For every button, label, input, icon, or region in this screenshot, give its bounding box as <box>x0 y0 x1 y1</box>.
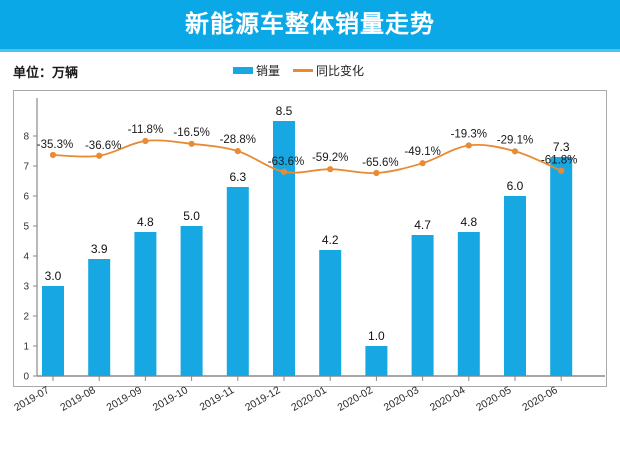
legend-item-sales[interactable]: 销量 <box>233 62 280 79</box>
x-axis: 2019-07 2019-08 2019-09 2019-10 2019-11 2019-… <box>12 375 605 414</box>
x-tick-label: 2019-07 <box>12 384 52 414</box>
x-tick-label: 2020-02 <box>336 384 376 414</box>
bar <box>273 121 295 376</box>
line-markers <box>49 137 565 177</box>
bar-value-labels: 3.0 3.9 4.8 5.0 6.3 8.5 4.2 1.0 4.7 4.8 6.0 7.3 <box>45 104 570 343</box>
legend-label-sales: 销量 <box>256 64 281 78</box>
y-tick-label: 2 <box>23 312 29 323</box>
bar-value-label: 6.0 <box>507 179 524 193</box>
unit-label: 单位：万辆 <box>13 66 79 81</box>
bar-value-label: 4.8 <box>460 215 477 229</box>
page-title: 新能源车整体销量走势 <box>185 10 435 38</box>
bar-value-label: 3.9 <box>91 242 108 256</box>
legend-line-swatch-icon <box>293 69 314 72</box>
line-value-label: -19.3% <box>451 128 487 140</box>
line-value-label: -36.6% <box>85 140 121 152</box>
x-tick-label: 2019-12 <box>243 384 283 414</box>
bar <box>411 235 434 376</box>
y-tick-label: 3 <box>23 282 29 293</box>
line-series <box>52 139 562 175</box>
line-marker <box>188 140 195 147</box>
bar-value-label: 8.5 <box>276 104 293 118</box>
bar-value-label: 3.0 <box>45 269 62 283</box>
line-marker <box>373 169 380 177</box>
line-marker <box>96 152 103 159</box>
y-axis: 0 1 2 3 4 5 6 7 8 <box>23 98 38 383</box>
y-tick-label: 1 <box>23 342 29 353</box>
bar-value-label: 4.8 <box>137 215 154 229</box>
y-tick-label: 5 <box>23 222 29 233</box>
line-value-label: -16.5% <box>173 127 209 139</box>
chart-legend: 销量 同比变化 <box>233 62 364 79</box>
x-tick-label: 2019-08 <box>58 384 98 414</box>
x-tick-label: 2020-04 <box>428 384 468 414</box>
line-marker <box>49 151 57 159</box>
bar <box>226 187 249 376</box>
legend-bar-swatch-icon <box>233 67 253 74</box>
bar-value-label: 5.0 <box>183 209 200 223</box>
bar <box>180 226 203 376</box>
line-marker <box>327 166 334 173</box>
bar <box>457 232 480 376</box>
line-value-label: -65.6% <box>362 157 398 169</box>
line-value-labels: -35.3% -36.6% -11.8% -16.5% -28.8% -63.6% -59.… <box>37 124 578 169</box>
bar-value-label: 4.7 <box>414 218 431 232</box>
line-value-label: -59.2% <box>312 152 348 164</box>
bar <box>504 196 526 376</box>
x-tick-label: 2019-11 <box>198 384 237 413</box>
bar <box>550 157 573 376</box>
line-marker <box>465 142 472 149</box>
y-tick-label: 4 <box>23 252 29 263</box>
legend-item-yoy[interactable]: 同比变化 <box>293 62 364 79</box>
line-marker <box>142 137 149 145</box>
x-tick-label: 2020-06 <box>520 384 560 414</box>
x-tick-label: 2019-09 <box>105 384 145 414</box>
bar <box>319 250 342 376</box>
y-tick-label: 0 <box>23 372 29 383</box>
bar <box>88 259 111 376</box>
header-underline <box>0 49 620 52</box>
line-value-label: -11.8% <box>128 124 164 136</box>
line-value-label: -29.1% <box>497 134 533 146</box>
line-marker <box>558 167 565 174</box>
bar <box>134 232 157 376</box>
header-band <box>0 0 620 49</box>
line-value-label: -35.3% <box>37 139 73 151</box>
bar-value-label: 6.3 <box>229 170 246 184</box>
x-tick-label: 2020-01 <box>289 384 329 414</box>
y-tick-label: 7 <box>23 162 29 173</box>
line-path <box>52 139 562 175</box>
bar-value-label: 1.0 <box>368 329 385 343</box>
line-value-label: -61.8% <box>541 155 577 167</box>
x-tick-label: 2019-10 <box>151 384 191 414</box>
legend-label-yoy: 同比变化 <box>316 64 365 78</box>
x-tick-label: 2020-03 <box>382 384 422 414</box>
line-marker <box>234 148 241 155</box>
line-value-label: -28.8% <box>220 134 256 146</box>
line-value-label: -63.6% <box>268 156 304 168</box>
x-tick-label: 2020-05 <box>474 384 514 414</box>
bar <box>365 346 388 376</box>
bar <box>42 286 64 376</box>
line-marker <box>419 160 426 167</box>
bar-series <box>42 121 573 376</box>
bar-value-label: 4.2 <box>322 233 339 247</box>
line-marker <box>280 168 288 175</box>
line-marker <box>511 148 519 155</box>
y-tick-label: 8 <box>23 132 29 143</box>
y-tick-label: 6 <box>23 192 29 203</box>
line-value-label: -49.1% <box>404 146 440 158</box>
bar-value-label: 7.3 <box>553 140 570 154</box>
